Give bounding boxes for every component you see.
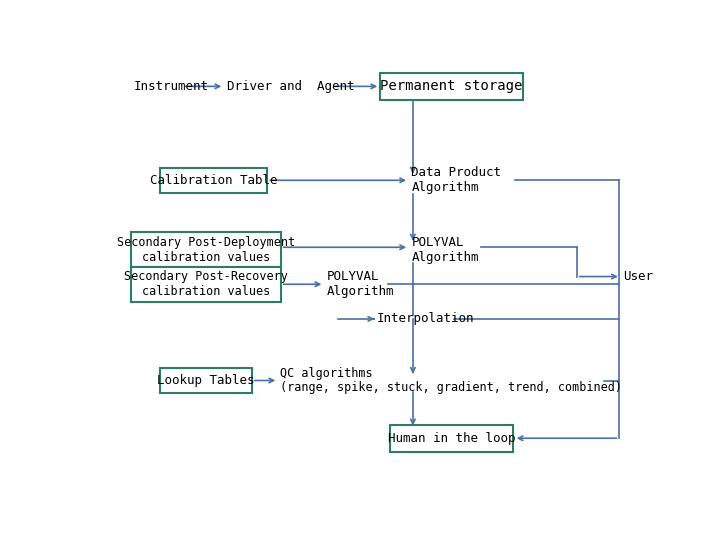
FancyBboxPatch shape [160,368,252,393]
Text: Human in the loop: Human in the loop [387,432,515,445]
Text: Secondary Post-Deployment
calibration values: Secondary Post-Deployment calibration va… [117,235,294,264]
Text: POLYVAL
Algorithm: POLYVAL Algorithm [327,270,394,298]
FancyBboxPatch shape [131,267,281,301]
Text: Permanent storage: Permanent storage [380,79,523,93]
Text: User: User [623,270,653,283]
Text: Secondary Post-Recovery
calibration values: Secondary Post-Recovery calibration valu… [124,270,288,298]
FancyBboxPatch shape [160,167,267,193]
Text: Lookup Tables: Lookup Tables [157,374,254,387]
Text: Interpolation: Interpolation [377,313,474,326]
Text: QC algorithms
(range, spike, stuck, gradient, trend, combined): QC algorithms (range, spike, stuck, grad… [281,367,623,395]
Text: Instrument: Instrument [134,80,209,93]
FancyBboxPatch shape [390,425,513,452]
Text: Driver and  Agent: Driver and Agent [227,80,354,93]
Text: POLYVAL
Algorithm: POLYVAL Algorithm [411,235,479,264]
FancyBboxPatch shape [380,73,523,100]
FancyBboxPatch shape [131,232,281,267]
Text: Data Product
Algorithm: Data Product Algorithm [411,166,501,194]
Text: Calibration Table: Calibration Table [150,174,277,187]
